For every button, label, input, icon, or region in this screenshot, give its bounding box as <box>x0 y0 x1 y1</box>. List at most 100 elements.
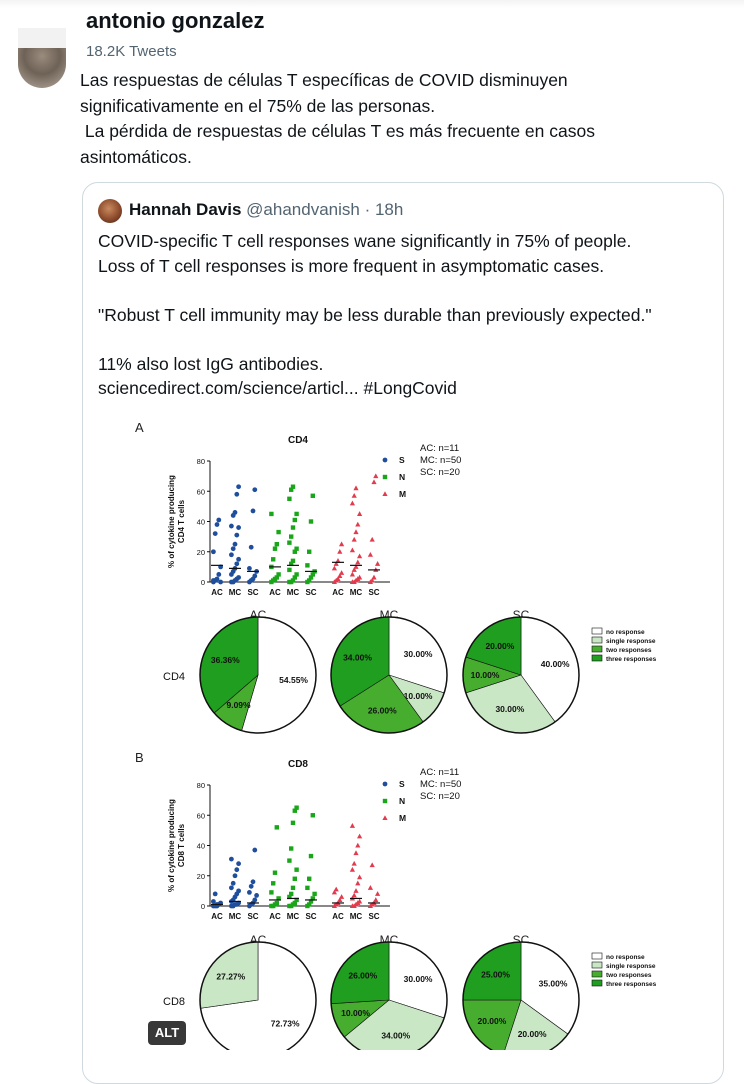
cd4-pies: CD4AC54.55%9.09%36.36%MC30.00%10.00%26.0… <box>163 608 657 734</box>
pie-slice-label: 26.00% <box>368 705 397 715</box>
data-point-s <box>250 879 256 885</box>
alt-badge[interactable]: ALT <box>148 1021 186 1045</box>
x-tick-label: SC <box>247 912 258 921</box>
data-point-n <box>294 546 299 551</box>
pie-slice-label: 10.00% <box>404 691 433 701</box>
data-point-n <box>294 511 299 517</box>
x-tick-label: MC <box>350 912 363 921</box>
data-point-s <box>229 552 234 558</box>
profile-name[interactable]: antonio gonzalez <box>86 8 265 33</box>
data-point-n <box>287 567 292 573</box>
data-point-s <box>218 579 223 585</box>
pie-legend-swatch <box>591 961 603 969</box>
data-point-m <box>337 897 343 902</box>
quoted-avatar[interactable] <box>98 199 122 223</box>
pie-slice-label: 30.00% <box>404 974 433 984</box>
data-point-m <box>355 842 361 848</box>
panel-label-a: A <box>135 420 144 435</box>
sample-size-note: SC: n=20 <box>420 791 460 802</box>
data-point-s <box>212 891 218 897</box>
y-tick-label: 80 <box>197 457 205 466</box>
legend-marker-n <box>382 474 388 480</box>
data-point-n <box>271 881 276 886</box>
data-point-m <box>351 536 357 542</box>
data-point-m <box>369 862 375 868</box>
tweet-count: 18.2K Tweets <box>86 43 177 60</box>
data-point-s <box>234 491 240 497</box>
pie-outline <box>330 941 448 1050</box>
data-point-s <box>252 573 258 579</box>
pie-legend-label: three responses <box>606 981 657 988</box>
data-point-m <box>369 577 375 583</box>
data-point-n <box>310 493 315 498</box>
quoted-name[interactable]: Hannah Davis <box>129 200 242 219</box>
data-point-n <box>292 900 297 906</box>
figure-image[interactable]: A B CD4% of cytokine producing CD4 T cell… <box>130 414 690 1050</box>
data-point-n <box>290 558 296 564</box>
data-point-m <box>335 558 341 563</box>
data-point-s <box>252 487 258 493</box>
data-point-s <box>212 531 218 536</box>
data-point-m <box>351 567 357 572</box>
data-point-s <box>216 517 222 523</box>
data-point-s <box>229 523 234 529</box>
data-point-s <box>236 888 241 894</box>
data-point-n <box>292 517 297 523</box>
pie-row-label: CD8 <box>163 996 185 1008</box>
data-point-n <box>269 890 274 895</box>
pie-outline <box>462 941 580 1050</box>
data-point-m <box>349 571 355 577</box>
data-point-n <box>290 885 296 891</box>
data-point-n <box>294 805 299 810</box>
data-point-m <box>337 548 343 554</box>
avatar[interactable] <box>18 48 66 88</box>
legend-marker-s <box>382 781 388 787</box>
data-point-n <box>294 897 299 903</box>
pie-slice-label: 34.00% <box>381 1030 410 1040</box>
y-tick-label: 40 <box>197 842 205 851</box>
data-point-n <box>289 487 294 492</box>
data-point-s <box>250 508 256 514</box>
y-tick-label: 80 <box>197 781 205 790</box>
data-point-m <box>357 574 363 580</box>
data-point-s <box>236 525 241 530</box>
cd4-scatter: CD4 % of cytokine producing CD4 T cells 0 20… <box>167 435 461 597</box>
data-point-s <box>234 532 240 538</box>
quoted-tweet[interactable]: Hannah Davis @ahandvanish · 18h COVID-sp… <box>82 182 724 1084</box>
x-tick-label: AC <box>332 588 344 597</box>
data-point-n <box>276 896 281 901</box>
cd8-pies: CD8AC72.73%27.27%MC30.00%34.00%10.00%26.… <box>163 933 657 1050</box>
data-point-m <box>353 485 359 491</box>
quoted-time[interactable]: · 18h <box>364 200 404 219</box>
legend-marker-m <box>382 815 388 820</box>
data-point-m <box>339 894 345 899</box>
pie-legend-label: three responses <box>606 656 657 663</box>
data-point-s <box>232 541 238 547</box>
data-point-n <box>287 894 292 900</box>
data-point-n <box>290 525 296 530</box>
data-point-s <box>230 546 236 552</box>
data-point-s <box>236 861 241 867</box>
data-point-s <box>234 561 240 567</box>
data-point-m <box>367 885 373 890</box>
data-point-m <box>333 886 339 892</box>
data-point-s <box>236 556 241 562</box>
legend-label: S <box>399 455 405 465</box>
panel-label-b: B <box>135 750 144 765</box>
x-tick-label: MC <box>287 588 300 597</box>
data-point-m <box>331 889 337 895</box>
pie-legend-label: two responses <box>606 647 652 654</box>
x-tick-label: MC <box>350 588 363 597</box>
pie-slice-label: 30.00% <box>404 649 433 659</box>
data-point-n <box>290 578 296 583</box>
data-point-s <box>229 856 234 862</box>
quoted-handle[interactable]: @ahandvanish <box>246 200 360 219</box>
data-point-s <box>236 575 241 580</box>
data-point-m <box>349 500 355 506</box>
data-point-m <box>353 529 359 535</box>
data-point-n <box>310 813 315 818</box>
x-tick-label: MC <box>287 912 300 921</box>
pie-slice-label: 10.00% <box>471 670 500 680</box>
pie-legend-label: no response <box>606 629 645 636</box>
pie-row-label: CD4 <box>163 671 185 683</box>
